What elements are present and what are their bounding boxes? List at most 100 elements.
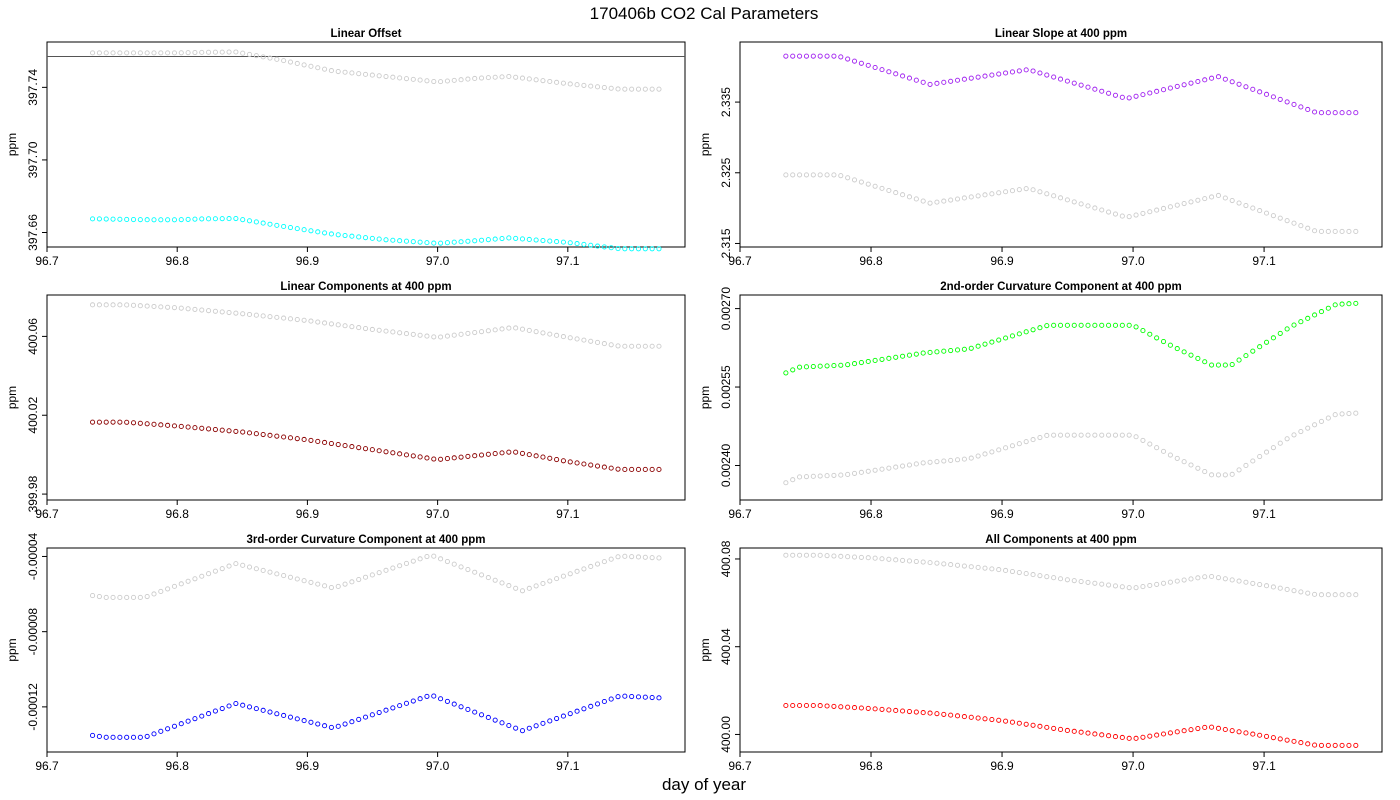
data-point <box>308 228 314 234</box>
data-point <box>1181 200 1187 207</box>
data-point <box>1112 92 1119 98</box>
data-point <box>513 585 519 591</box>
data-point <box>1106 90 1112 96</box>
data-point <box>629 343 635 349</box>
data-point <box>1092 322 1098 328</box>
data-point <box>1257 582 1263 588</box>
data-point <box>581 337 587 343</box>
data-point <box>1085 84 1091 90</box>
data-point <box>1263 91 1270 97</box>
data-point <box>858 359 864 366</box>
data-point <box>1085 730 1091 736</box>
data-point <box>845 471 851 478</box>
data-point <box>451 332 457 338</box>
data-point <box>1312 591 1318 597</box>
data-point <box>1277 215 1283 221</box>
data-point <box>838 704 844 710</box>
data-point <box>533 77 539 83</box>
data-point <box>656 695 662 701</box>
data-point <box>383 328 389 334</box>
chart-panel-6: All Components at 400 ppm ppm 96.7 96.8 96.9… <box>698 534 1383 773</box>
data-point <box>431 456 437 462</box>
data-point <box>920 460 926 466</box>
data-point <box>362 235 369 241</box>
data-point <box>893 71 899 77</box>
data-point <box>622 86 628 92</box>
data-point <box>1016 720 1022 726</box>
data-point <box>1346 228 1352 234</box>
data-point <box>301 62 307 68</box>
data-point <box>103 216 109 222</box>
data-point <box>294 60 300 67</box>
data-point <box>554 456 560 463</box>
data-point <box>349 444 355 450</box>
data-point <box>110 302 116 308</box>
data-point <box>322 66 328 72</box>
data-point <box>485 237 491 243</box>
data-point <box>1222 195 1228 201</box>
y-tick-label: 0.00255 <box>719 365 733 409</box>
data-point <box>444 333 450 339</box>
data-point <box>451 239 457 245</box>
series-previous <box>90 553 662 601</box>
data-point <box>185 718 191 724</box>
x-tick-label: 96.9 <box>990 507 1014 521</box>
data-point <box>96 733 102 739</box>
data-point <box>996 567 1002 573</box>
data-point <box>913 77 919 83</box>
data-point <box>783 552 789 558</box>
x-tick-label: 97.0 <box>1121 254 1145 268</box>
data-point <box>642 343 648 349</box>
data-point <box>803 172 810 178</box>
data-point <box>1003 718 1009 724</box>
data-point <box>513 449 519 455</box>
data-point <box>294 316 300 323</box>
data-point <box>1016 441 1022 447</box>
data-point <box>831 53 837 59</box>
data-point <box>158 728 164 734</box>
data-point <box>308 579 314 585</box>
data-point <box>444 78 450 84</box>
data-point <box>567 81 573 87</box>
chart-panel-4: 2nd-order Curvature Component at 400 ppm… <box>698 281 1383 521</box>
data-point <box>858 179 864 185</box>
data-point <box>1298 428 1304 435</box>
data-point <box>851 177 858 183</box>
x-tick-label: 96.9 <box>296 759 320 773</box>
data-point <box>574 241 580 247</box>
y-tick-label: 400.08 <box>719 540 733 577</box>
data-point <box>526 236 532 243</box>
data-point <box>1284 218 1290 224</box>
data-point <box>1037 573 1043 579</box>
data-point <box>199 49 205 55</box>
data-point <box>941 561 947 567</box>
data-point <box>1284 99 1290 105</box>
data-point <box>783 480 789 486</box>
data-point <box>1277 736 1283 742</box>
data-point <box>865 468 871 474</box>
data-point <box>1181 728 1187 734</box>
data-point <box>403 452 410 458</box>
data-point <box>560 80 566 86</box>
series-previous <box>783 172 1359 234</box>
x-tick-label: 96.7 <box>728 254 752 268</box>
data-point <box>824 172 830 178</box>
data-point <box>192 49 198 56</box>
data-point <box>171 217 178 223</box>
data-point <box>1305 225 1311 231</box>
data-point <box>1305 590 1311 596</box>
data-point <box>362 71 369 77</box>
data-point <box>1160 731 1167 737</box>
data-point <box>1325 742 1331 748</box>
data-point <box>1353 742 1359 748</box>
data-point <box>656 86 662 92</box>
x-tick-label: 97.0 <box>1121 759 1145 773</box>
data-point <box>1222 472 1228 478</box>
chart-panel-1: Linear Offset ppm 96.7 96.8 96.9 97.0 97.1 397.… <box>5 28 686 268</box>
x-tick-label: 97.1 <box>1252 507 1276 521</box>
data-point <box>1263 733 1270 739</box>
data-point <box>1071 578 1077 584</box>
data-point <box>178 305 184 311</box>
data-point <box>1243 353 1249 359</box>
data-point <box>233 49 239 55</box>
